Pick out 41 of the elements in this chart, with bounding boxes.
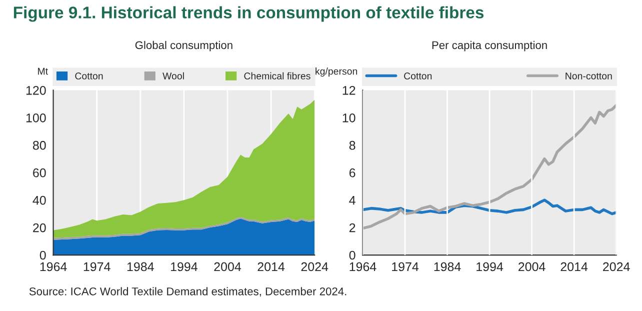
legend-label: Non-cotton	[566, 72, 612, 80]
legend-label: Chemical fibres	[244, 72, 310, 80]
y-tick-label: 120	[26, 86, 46, 95]
y-axis-title: Mt	[38, 68, 48, 75]
chart-title: Figure 9.1. Historical trends in consumption of textile fibres	[14, 6, 484, 22]
y-tick-label: 60	[33, 168, 46, 178]
y-tick-label: 20	[33, 223, 46, 232]
line-series	[362, 198, 616, 216]
x-tick-label: 2004	[518, 262, 546, 272]
source-note: Source: ICAC World Textile Demand estimates, December 2024.	[29, 287, 346, 297]
chart-subtitle: Global consumption	[135, 40, 232, 52]
x-tick-label: 2024	[301, 262, 328, 272]
x-tick-label: 1994	[170, 262, 198, 272]
x-tick-label: 2004	[214, 262, 242, 272]
x-tick-label: 1984	[127, 262, 154, 272]
legend-label: Cotton	[404, 72, 432, 80]
y-tick-label: 6	[349, 168, 356, 178]
y-tick-label: 100	[26, 113, 46, 122]
y-tick-label: 10	[342, 113, 356, 122]
x-tick-label: 1964	[350, 262, 376, 272]
y-tick-label: 80	[32, 140, 46, 150]
chart-title: Per capita consumption	[432, 40, 547, 52]
legend-label: Wool	[162, 72, 184, 80]
x-tick-label: 2024	[603, 262, 630, 272]
y-tick-label: 4	[349, 196, 356, 205]
y-tick-label: 40	[32, 196, 46, 205]
line-series	[362, 104, 616, 230]
x-tick-label: 2014	[258, 262, 285, 272]
y-tick-label: 8	[349, 140, 356, 150]
x-tick-label: 1964	[40, 262, 67, 272]
x-tick-label: 1974	[392, 262, 419, 272]
x-tick-label: 1974	[84, 262, 110, 272]
y-tick-label: 0	[40, 250, 46, 260]
legend-label: Cotton	[75, 72, 103, 80]
x-tick-label: 1994	[476, 262, 504, 272]
y-tick-label: 12	[342, 86, 356, 95]
y-tick-label: 2	[349, 223, 356, 232]
x-tick-label: 2014	[560, 262, 588, 272]
y-tick-label: 0	[349, 250, 356, 260]
y-axis-title: kg/person	[316, 68, 358, 77]
x-tick-label: 1984	[434, 262, 461, 272]
